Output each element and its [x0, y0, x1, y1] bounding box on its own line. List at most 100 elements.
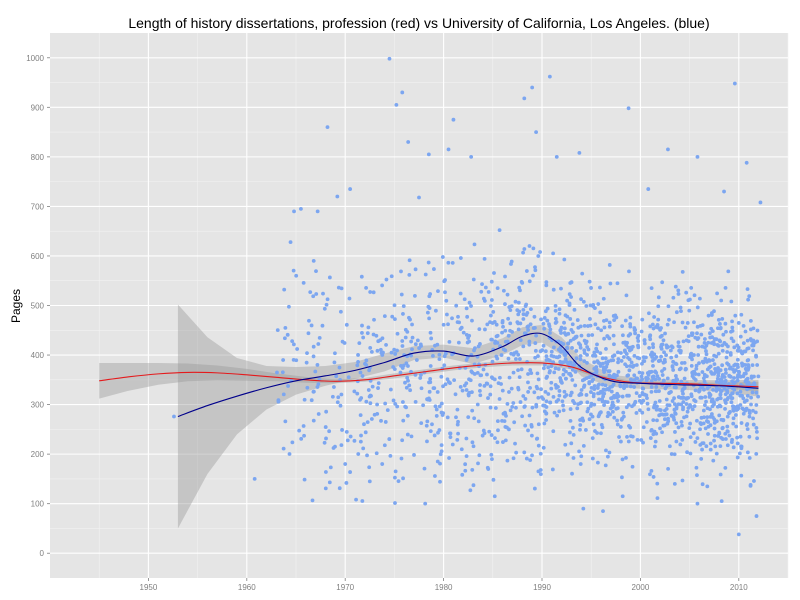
- data-point: [533, 341, 538, 345]
- data-point: [356, 353, 360, 357]
- data-point: [480, 433, 485, 438]
- data-point: [486, 290, 491, 294]
- data-point: [653, 369, 658, 374]
- data-point: [568, 371, 572, 376]
- data-point: [725, 414, 730, 419]
- data-point: [721, 332, 726, 337]
- data-point: [327, 429, 332, 434]
- data-point: [618, 425, 623, 429]
- data-point: [592, 360, 597, 365]
- data-point: [718, 368, 723, 373]
- data-point: [337, 365, 342, 370]
- data-point: [439, 401, 444, 406]
- data-point: [628, 364, 633, 368]
- data-point: [539, 317, 543, 322]
- data-point: [392, 303, 397, 308]
- data-point: [602, 370, 607, 374]
- data-point: [612, 353, 617, 358]
- data-point: [582, 348, 587, 353]
- chart-title: Length of history dissertations, profess…: [128, 15, 709, 31]
- data-point: [570, 471, 574, 476]
- data-point: [438, 452, 443, 457]
- data-point: [754, 514, 759, 518]
- data-point: [410, 347, 414, 352]
- data-point: [495, 340, 500, 345]
- data-point: [443, 290, 447, 295]
- data-point: [596, 326, 600, 331]
- data-point: [417, 195, 421, 200]
- data-point: [669, 452, 674, 456]
- data-point: [755, 363, 760, 367]
- data-point: [316, 412, 321, 416]
- data-point: [311, 294, 316, 299]
- data-point: [709, 412, 714, 416]
- data-point: [522, 96, 527, 101]
- data-point: [645, 371, 650, 375]
- data-point: [731, 421, 736, 426]
- data-point: [368, 401, 373, 406]
- data-point: [629, 347, 634, 352]
- data-point: [587, 380, 592, 384]
- data-point: [282, 336, 287, 341]
- data-point: [665, 322, 670, 327]
- data-point: [471, 444, 476, 449]
- data-point: [521, 317, 526, 321]
- data-point: [508, 321, 513, 326]
- data-point: [438, 461, 442, 466]
- data-point: [505, 402, 510, 406]
- data-point: [703, 426, 708, 431]
- data-point: [301, 424, 306, 428]
- data-point: [577, 151, 582, 155]
- data-point: [387, 56, 392, 61]
- data-point: [564, 376, 568, 381]
- data-point: [684, 402, 689, 406]
- data-point: [735, 357, 740, 362]
- data-point: [290, 440, 295, 445]
- data-point: [404, 405, 408, 410]
- data-point: [579, 297, 583, 302]
- data-point: [548, 400, 553, 405]
- data-point: [299, 436, 304, 441]
- data-point: [714, 354, 719, 359]
- data-point: [292, 209, 296, 214]
- data-point: [393, 352, 398, 356]
- data-point: [669, 390, 673, 394]
- data-point: [596, 414, 601, 419]
- data-point: [493, 436, 497, 440]
- data-point: [609, 396, 614, 401]
- data-point: [533, 325, 537, 330]
- data-point: [647, 345, 652, 350]
- data-point: [489, 337, 494, 342]
- data-point: [348, 470, 352, 474]
- data-point: [673, 411, 677, 415]
- data-point: [316, 342, 321, 346]
- data-point: [657, 399, 662, 403]
- data-point: [693, 372, 698, 376]
- data-point: [704, 352, 709, 357]
- data-point: [543, 309, 548, 314]
- data-point: [505, 458, 510, 463]
- data-point: [488, 320, 492, 325]
- data-point: [428, 377, 433, 381]
- data-point: [693, 388, 698, 393]
- data-point: [390, 314, 395, 319]
- data-point: [490, 457, 494, 462]
- data-point: [339, 443, 344, 447]
- data-point: [332, 385, 336, 389]
- data-point: [345, 438, 350, 443]
- data-point: [596, 391, 600, 396]
- data-point: [395, 404, 400, 409]
- data-point: [559, 378, 563, 383]
- data-point: [751, 343, 756, 348]
- data-point: [401, 476, 405, 481]
- data-point: [751, 422, 756, 427]
- data-point: [703, 403, 707, 408]
- data-point: [437, 352, 442, 357]
- data-point: [352, 389, 357, 394]
- data-point: [521, 307, 526, 312]
- data-point: [653, 377, 658, 382]
- data-point: [653, 439, 658, 444]
- data-point: [605, 387, 610, 391]
- data-point: [302, 477, 307, 482]
- data-point: [738, 334, 743, 339]
